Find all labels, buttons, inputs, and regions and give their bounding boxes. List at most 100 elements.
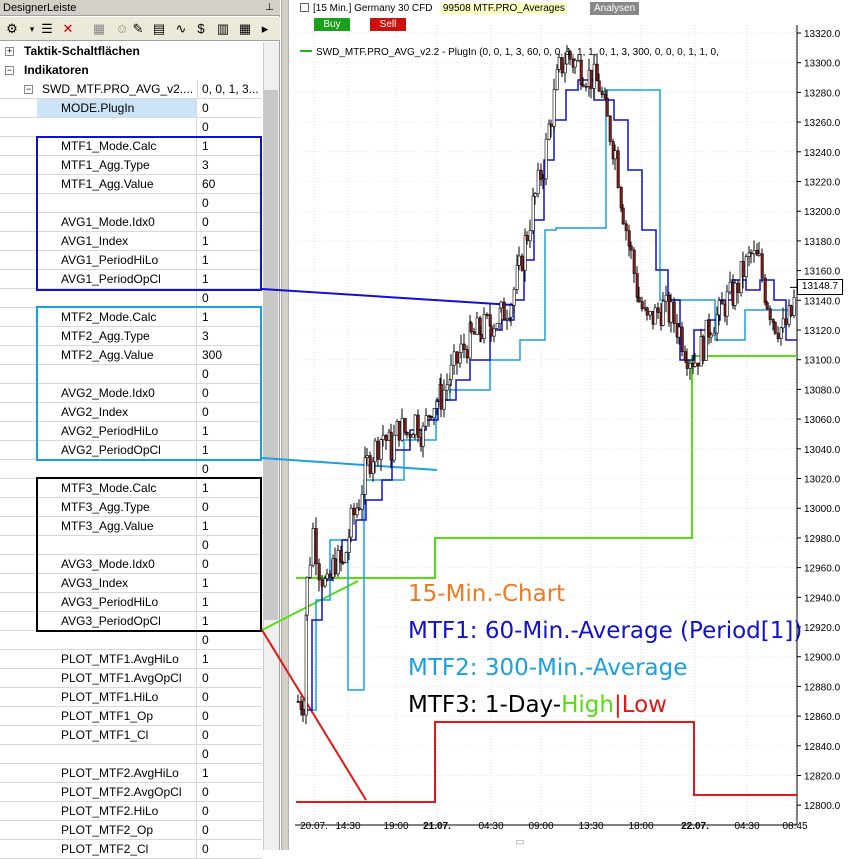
table-icon[interactable]: ▥ bbox=[216, 21, 230, 36]
property-value[interactable]: 1 bbox=[202, 139, 209, 153]
property-value[interactable]: 0 bbox=[202, 728, 209, 742]
property-row[interactable]: AVG3_Mode.Idx0 0 bbox=[0, 555, 262, 574]
property-value[interactable]: 0 bbox=[202, 386, 209, 400]
property-value[interactable]: 0 bbox=[202, 120, 209, 134]
folder-icon[interactable]: ▤ bbox=[152, 21, 166, 36]
property-value[interactable]: 3 bbox=[202, 329, 209, 343]
property-value[interactable]: 1 bbox=[202, 652, 209, 666]
property-value[interactable]: 0 bbox=[202, 690, 209, 704]
property-value[interactable]: 0 bbox=[202, 462, 209, 476]
wizard-icon[interactable]: ⚙ bbox=[6, 21, 18, 36]
property-value[interactable]: 1 bbox=[202, 595, 209, 609]
property-row[interactable]: PLOT_MTF1.AvgHiLo 1 bbox=[0, 650, 262, 669]
panel-splitter[interactable] bbox=[281, 0, 289, 850]
property-row[interactable]: PLOT_MTF1.AvgOpCl 0 bbox=[0, 669, 262, 688]
property-row[interactable]: AVG1_Mode.Idx0 0 bbox=[0, 213, 262, 232]
analysis-tab[interactable]: Analysen bbox=[590, 2, 640, 15]
indicator-value[interactable]: 0, 0, 1, 3... bbox=[202, 82, 259, 96]
checkbox-icon[interactable] bbox=[300, 3, 309, 12]
property-row[interactable]: AVG2_Index 0 bbox=[0, 403, 262, 422]
property-value[interactable]: 1 bbox=[202, 310, 209, 324]
collapse-icon[interactable]: − bbox=[5, 65, 14, 75]
property-value[interactable]: 0 bbox=[202, 823, 209, 837]
property-value[interactable]: 0 bbox=[202, 196, 209, 210]
property-row[interactable]: 0 bbox=[0, 745, 262, 764]
property-value[interactable]: 0 bbox=[202, 538, 209, 552]
property-row[interactable]: AVG3_Index 1 bbox=[0, 574, 262, 593]
property-row[interactable]: PLOT_MTF2.HiLo 0 bbox=[0, 802, 262, 821]
property-row[interactable]: 0 bbox=[0, 365, 262, 384]
property-row[interactable]: PLOT_MTF1.HiLo 0 bbox=[0, 688, 262, 707]
property-value[interactable]: 0 bbox=[202, 804, 209, 818]
property-row[interactable]: MTF2_Mode.Calc 1 bbox=[0, 308, 262, 327]
indicator-row[interactable]: − SWD_MTF.PRO_AVG_v2.... 0, 0, 1, 3... bbox=[0, 80, 262, 99]
property-row[interactable]: PLOT_MTF1_Cl 0 bbox=[0, 726, 262, 745]
property-row[interactable]: AVG2_PeriodHiLo 1 bbox=[0, 422, 262, 441]
property-row[interactable]: AVG2_Mode.Idx0 0 bbox=[0, 384, 262, 403]
property-row[interactable]: MTF1_Agg.Type 3 bbox=[0, 156, 262, 175]
property-value[interactable]: 1 bbox=[202, 234, 209, 248]
property-row[interactable]: PLOT_MTF2_Op 0 bbox=[0, 821, 262, 840]
property-value[interactable]: 1 bbox=[202, 519, 209, 533]
property-value[interactable]: 0 bbox=[202, 785, 209, 799]
property-row[interactable]: AVG1_Index 1 bbox=[0, 232, 262, 251]
property-row[interactable]: 0 bbox=[0, 536, 262, 555]
edit-icon[interactable]: ✎ bbox=[132, 21, 144, 36]
line-chart-icon[interactable]: ∿ bbox=[175, 21, 187, 36]
property-row[interactable]: 0 bbox=[0, 631, 262, 650]
list-icon[interactable]: ☰ bbox=[41, 21, 53, 36]
property-row[interactable]: MTF3_Mode.Calc 1 bbox=[0, 479, 262, 498]
property-row[interactable]: MTF2_Agg.Value 300 bbox=[0, 346, 262, 365]
property-row[interactable]: PLOT_MTF2.AvgHiLo 1 bbox=[0, 764, 262, 783]
property-value[interactable]: 60 bbox=[202, 177, 216, 191]
collapse-icon[interactable]: − bbox=[24, 84, 33, 94]
property-row[interactable]: MTF1_Agg.Value 60 bbox=[0, 175, 262, 194]
property-value[interactable]: 1 bbox=[202, 481, 209, 495]
property-value[interactable]: 0 bbox=[202, 842, 209, 856]
property-row[interactable]: AVG1_PeriodHiLo 1 bbox=[0, 251, 262, 270]
property-value[interactable]: 1 bbox=[202, 424, 209, 438]
property-value[interactable]: 1 bbox=[202, 253, 209, 267]
property-value[interactable]: 0 bbox=[202, 557, 209, 571]
property-value[interactable]: 0 bbox=[202, 215, 209, 229]
property-value[interactable]: 0 bbox=[202, 709, 209, 723]
dollar-icon[interactable]: $ bbox=[197, 21, 205, 36]
property-value[interactable]: 1 bbox=[202, 614, 209, 628]
copy-icon[interactable]: ▦ bbox=[92, 21, 106, 36]
property-row[interactable]: AVG1_PeriodOpCl 1 bbox=[0, 270, 262, 289]
group-tactic-buttons[interactable]: + Taktik-Schaltflächen bbox=[0, 42, 262, 61]
property-value[interactable]: 1 bbox=[202, 576, 209, 590]
property-value[interactable]: 0 bbox=[202, 747, 209, 761]
play-icon[interactable]: ▸ bbox=[261, 21, 269, 36]
property-value[interactable]: 1 bbox=[202, 272, 209, 286]
property-row[interactable]: MTF1_Mode.Calc 1 bbox=[0, 137, 262, 156]
buy-button[interactable]: Buy bbox=[314, 18, 350, 31]
property-row[interactable]: MTF3_Agg.Value 1 bbox=[0, 517, 262, 536]
expand-icon[interactable]: + bbox=[5, 46, 14, 56]
property-row[interactable]: 0 bbox=[0, 194, 262, 213]
pin-icon[interactable]: ⊥ bbox=[265, 2, 274, 13]
property-row[interactable]: MTF2_Agg.Type 3 bbox=[0, 327, 262, 346]
property-value[interactable]: 3 bbox=[202, 158, 209, 172]
property-value[interactable]: 0 bbox=[202, 405, 209, 419]
grid-icon[interactable]: ▦ bbox=[238, 21, 252, 36]
property-value[interactable]: 0 bbox=[202, 291, 209, 305]
property-row[interactable]: MODE.PlugIn 0 bbox=[0, 99, 262, 118]
property-row[interactable]: MTF3_Agg.Type 0 bbox=[0, 498, 262, 517]
property-value[interactable]: 0 bbox=[202, 500, 209, 514]
sell-button[interactable]: Sell bbox=[370, 18, 406, 31]
property-value[interactable]: 0 bbox=[202, 367, 209, 381]
chevron-down-icon[interactable]: ▾ bbox=[29, 24, 35, 34]
property-value[interactable]: 0 bbox=[202, 671, 209, 685]
delete-icon[interactable]: ✕ bbox=[62, 21, 74, 36]
user-icon[interactable]: ☺ bbox=[115, 21, 129, 36]
scrollbar-thumb[interactable] bbox=[264, 90, 278, 620]
property-value[interactable]: 300 bbox=[202, 348, 223, 362]
property-row[interactable]: PLOT_MTF2.AvgOpCl 0 bbox=[0, 783, 262, 802]
property-row[interactable]: PLOT_MTF1_Op 0 bbox=[0, 707, 262, 726]
property-value[interactable]: 1 bbox=[202, 766, 209, 780]
property-row[interactable]: AVG3_PeriodHiLo 1 bbox=[0, 593, 262, 612]
property-value[interactable]: 0 bbox=[202, 101, 209, 115]
property-value[interactable]: 0 bbox=[202, 633, 209, 647]
group-indicators[interactable]: − Indikatoren bbox=[0, 61, 262, 80]
